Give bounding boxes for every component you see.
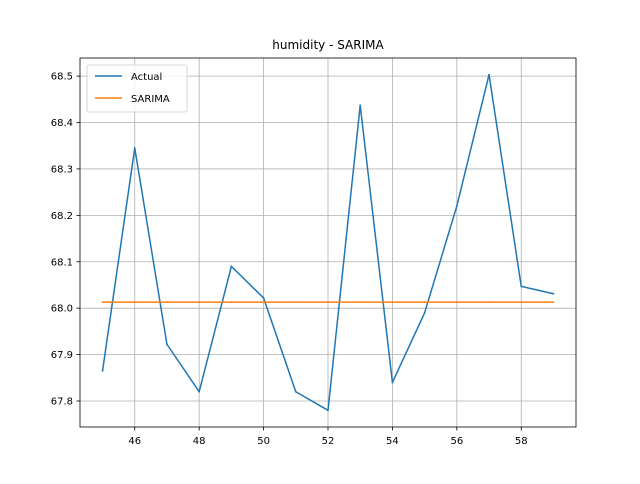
data-point-actual: [101, 369, 104, 372]
x-tick-label: 48: [193, 436, 206, 447]
data-point-sarima: [133, 301, 136, 304]
data-point-sarima: [262, 301, 265, 304]
data-point-sarima: [391, 301, 394, 304]
data-point-actual: [230, 265, 233, 268]
series-layer: [101, 73, 555, 412]
y-tick-label: 67.9: [51, 350, 73, 361]
data-point-sarima: [166, 301, 168, 304]
y-tick-label: 68.1: [51, 257, 73, 268]
data-point-sarima: [552, 301, 555, 304]
x-tick-label: 58: [515, 436, 528, 447]
data-point-actual: [391, 381, 394, 384]
data-point-actual: [166, 343, 168, 346]
data-point-sarima: [294, 301, 297, 304]
data-point-sarima: [230, 301, 233, 304]
data-point-sarima: [198, 301, 201, 304]
x-tick-label: 50: [257, 436, 270, 447]
data-point-actual: [488, 73, 490, 76]
data-point-sarima: [455, 301, 458, 304]
data-point-sarima: [101, 301, 104, 304]
grid: [80, 58, 576, 427]
y-tick-label: 68.3: [51, 164, 73, 175]
x-tick-label: 46: [128, 436, 141, 447]
data-point-actual: [455, 205, 458, 207]
data-point-sarima: [488, 301, 490, 304]
x-tick-label: 52: [322, 436, 335, 447]
data-point-sarima: [423, 301, 426, 304]
chart-title: humidity - SARIMA: [272, 38, 384, 52]
data-point-actual: [133, 147, 136, 149]
legend-label-sarima: SARIMA: [131, 94, 170, 105]
legend: Actual SARIMA: [86, 64, 188, 113]
data-point-actual: [198, 390, 201, 393]
y-tick-label: 68.2: [51, 211, 73, 222]
data-point-actual: [520, 285, 523, 288]
legend-label-actual: Actual: [131, 72, 162, 83]
data-point-actual: [294, 390, 297, 393]
data-point-actual: [327, 409, 329, 412]
data-point-actual: [262, 297, 265, 299]
y-tick-label: 68.0: [51, 304, 73, 315]
y-tick-label: 68.4: [51, 118, 73, 129]
data-point-sarima: [359, 301, 362, 304]
data-point-actual: [423, 311, 426, 314]
y-tick-label: 67.8: [51, 397, 73, 408]
data-point-sarima: [327, 301, 329, 304]
x-tick-label: 54: [386, 436, 399, 447]
data-point-actual: [359, 104, 362, 107]
y-tick-label: 68.5: [51, 72, 73, 83]
data-point-sarima: [520, 301, 523, 304]
x-axis: 46 48 50 52 54 56 58: [128, 427, 528, 447]
data-point-actual: [552, 292, 555, 295]
x-tick-label: 56: [450, 436, 463, 447]
y-axis: 67.8 67.9 68.0 68.1 68.2 68.3 68.4 68.5: [51, 72, 80, 408]
